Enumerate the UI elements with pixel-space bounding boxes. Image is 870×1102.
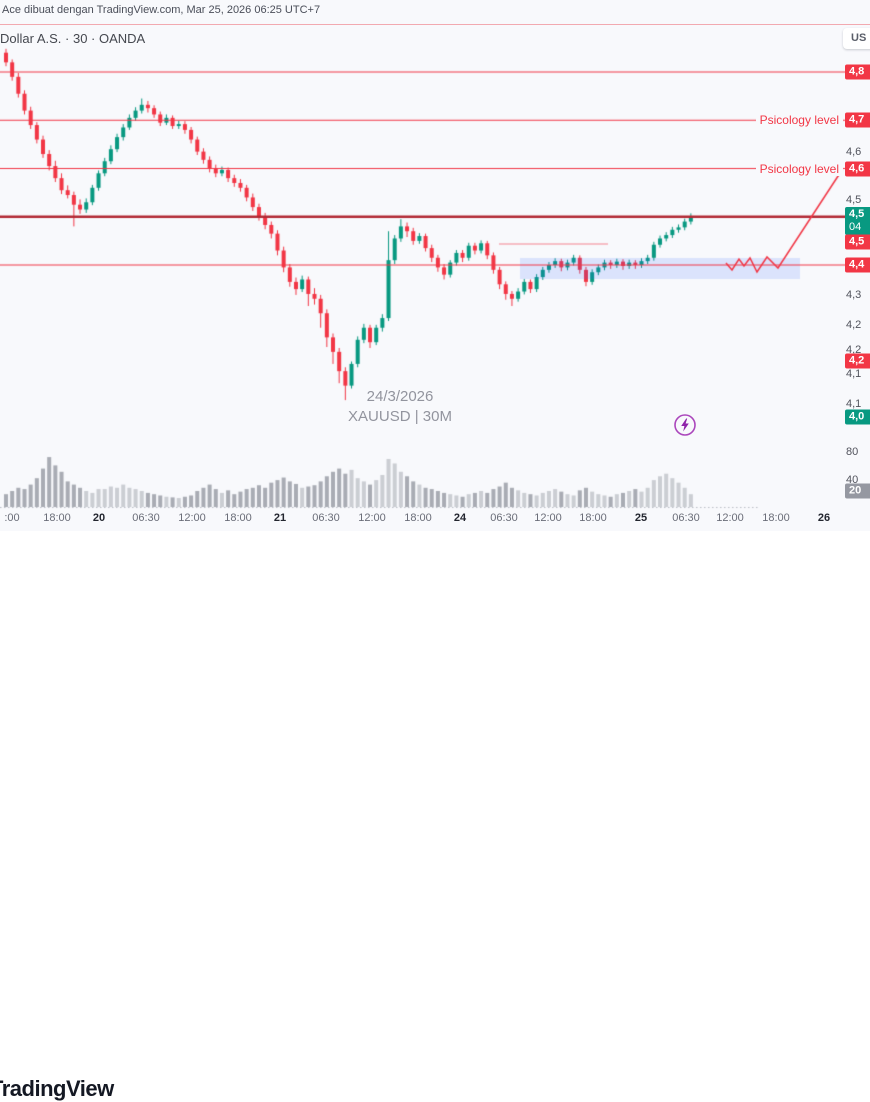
x-axis-label: 06:30	[132, 512, 160, 524]
price-level-badge: 4,6	[845, 161, 870, 176]
y-axis-tick: 4,6	[846, 146, 862, 158]
tradingview-logo[interactable]: TradingView	[0, 1076, 114, 1101]
x-axis-label: 12:00	[534, 512, 562, 524]
x-axis-label: 20	[92, 512, 106, 524]
x-axis-label: 18:00	[224, 512, 252, 524]
x-axis-label: 18:00	[43, 512, 71, 524]
y-axis-tick: 4,2	[846, 344, 862, 356]
price-level-badge: 4,7	[845, 112, 870, 128]
x-axis-label: 06:30	[672, 512, 700, 524]
x-axis-label: 18:00	[762, 512, 790, 524]
x-axis-label: 18:00	[404, 512, 432, 524]
x-axis-label: 12:00	[358, 512, 386, 524]
symbol-title: Dollar A.S. · 30 · OANDA	[0, 31, 146, 46]
attribution-text: Ace dibuat dengan TradingView.com, Mar 2…	[2, 4, 321, 16]
last-price-badge: 4,0	[845, 409, 870, 425]
x-axis-label: 21	[273, 512, 287, 524]
y-axis-tick: 40	[846, 474, 859, 486]
y-axis-tick: 4,3	[846, 289, 862, 301]
psychology-level-label: Psicology level	[755, 113, 843, 128]
y-axis-tick: 80	[846, 446, 859, 458]
price-level-badge: 4,4	[845, 257, 870, 273]
header-separator	[0, 24, 870, 25]
flash-icon[interactable]	[673, 413, 697, 437]
x-axis-label: 25	[634, 512, 648, 524]
price-alert-badge: 4,5	[845, 234, 870, 250]
x-axis-label: :00	[4, 512, 20, 524]
x-axis-label: 24	[453, 512, 467, 524]
y-axis-tick: 4,1	[846, 368, 862, 380]
psychology-level-label: Psicology level	[755, 161, 843, 176]
y-axis-tick: 4,1	[846, 398, 862, 410]
x-axis-label: 26	[817, 512, 831, 524]
x-axis-label: 06:30	[312, 512, 340, 524]
footer-bar: TradingView	[0, 531, 870, 1101]
price-chart-canvas[interactable]	[0, 0, 870, 580]
watermark-date: 24/3/2026	[366, 388, 434, 405]
x-axis-label: 18:00	[579, 512, 607, 524]
last-price-badge: 4,5 04	[845, 207, 870, 235]
currency-toggle-button[interactable]: US	[843, 28, 870, 49]
x-axis-label: 12:00	[178, 512, 206, 524]
x-axis-label: 12:00	[716, 512, 744, 524]
x-axis-label: 06:30	[490, 512, 518, 524]
price-alert-badge: 4,2	[845, 353, 870, 369]
price-alert-badge: 20	[845, 483, 870, 499]
watermark-symbol: XAUUSD | 30M	[348, 408, 452, 425]
price-level-badge: 4,8	[845, 64, 870, 80]
y-axis-tick: 4,2	[846, 319, 862, 331]
y-axis-tick: 4,5	[846, 194, 862, 206]
